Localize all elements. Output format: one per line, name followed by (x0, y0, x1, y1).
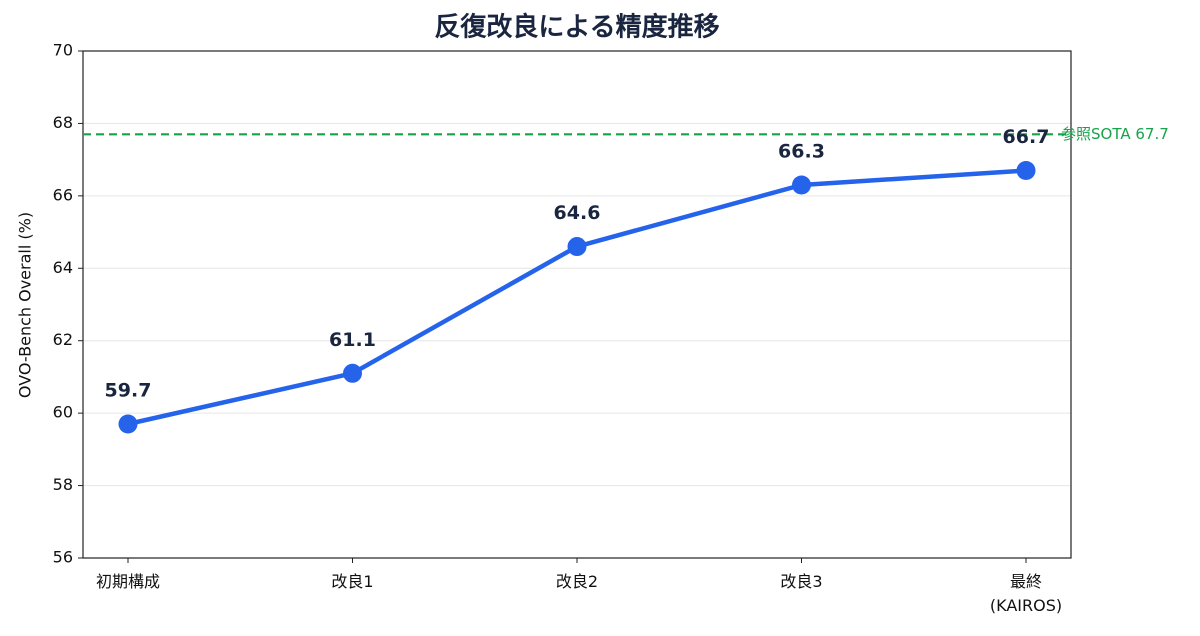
data-point (1016, 161, 1036, 181)
data-point (343, 363, 362, 383)
reference-label: 参照SOTA 67.7 (1061, 125, 1169, 143)
y-tick-label: 62 (53, 330, 73, 349)
value-label: 61.1 (329, 329, 376, 351)
x-tick-label: 改良2 (556, 572, 598, 591)
x-tick-label: 最終(KAIROS) (990, 572, 1062, 615)
x-tick-label: 改良1 (331, 572, 373, 591)
y-axis-label: OVO-Bench Overall (%) (16, 212, 35, 398)
y-tick-label: 60 (53, 403, 73, 422)
value-label: 64.6 (554, 202, 601, 224)
y-tick-label: 70 (53, 41, 73, 60)
data-point (792, 175, 811, 195)
plot-frame (82, 50, 1072, 559)
x-tick-label: 初期構成 (96, 572, 160, 591)
data-point (118, 414, 138, 434)
value-label: 66.7 (1003, 126, 1050, 148)
y-tick-label: 68 (53, 113, 73, 132)
y-tick-label: 66 (53, 185, 73, 204)
value-label: 59.7 (105, 380, 152, 402)
y-tick-label: 64 (53, 258, 73, 277)
value-label: 66.3 (778, 140, 825, 162)
y-tick-label: 58 (53, 475, 73, 494)
data-point (567, 237, 587, 257)
x-tick-label: 改良3 (780, 572, 822, 591)
chart-title: 反復改良による精度推移 (434, 12, 719, 43)
y-tick-label: 56 (53, 548, 73, 567)
